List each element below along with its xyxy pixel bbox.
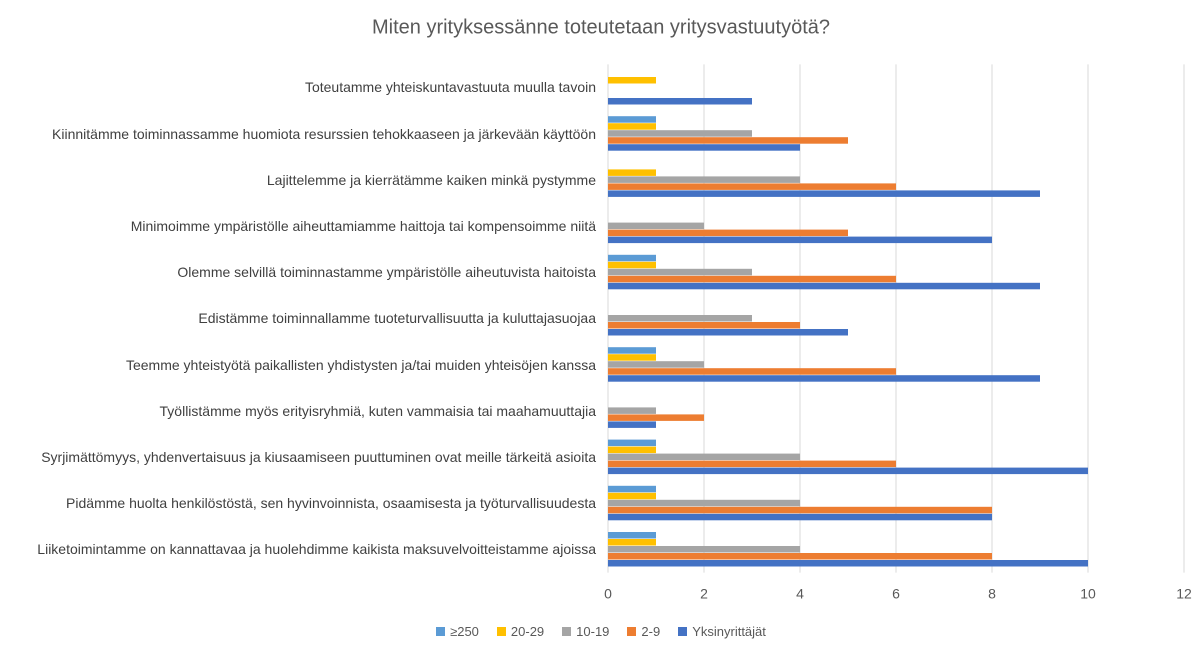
bar bbox=[608, 499, 800, 507]
category-label-box: Edistämme toiminnallamme tuoteturvallisu… bbox=[0, 295, 596, 341]
legend-label: 10-19 bbox=[576, 624, 610, 639]
bar bbox=[608, 407, 656, 414]
category-label-box: Kiinnitämme toiminnassamme huomiota resu… bbox=[0, 111, 596, 157]
bar bbox=[608, 77, 656, 84]
bar bbox=[608, 322, 800, 329]
bar bbox=[608, 282, 1040, 290]
category-label: Kiinnitämme toiminnassamme huomiota resu… bbox=[52, 125, 596, 142]
bar bbox=[608, 414, 704, 421]
bar bbox=[608, 183, 896, 190]
legend-item: Yksinyrittäjät bbox=[678, 624, 766, 639]
bar bbox=[608, 453, 800, 461]
category-label-box: Olemme selvillä toiminnastamme ympäristö… bbox=[0, 249, 596, 295]
legend-swatch bbox=[496, 627, 506, 636]
legend-label: 20-29 bbox=[510, 624, 545, 639]
category-label: Työllistämme myös erityisryhmiä, kuten v… bbox=[159, 402, 596, 419]
bar bbox=[608, 98, 752, 105]
x-tick-label: 2 bbox=[700, 585, 708, 601]
legend-item: 20-29 bbox=[496, 624, 545, 639]
x-tick-label: 4 bbox=[796, 585, 804, 601]
bar bbox=[608, 261, 656, 269]
category-label: Edistämme toiminnallamme tuoteturvallisu… bbox=[198, 310, 596, 327]
bar bbox=[608, 368, 896, 375]
category-label-box: Työllistämme myös erityisryhmiä, kuten v… bbox=[0, 388, 596, 434]
bar bbox=[608, 506, 992, 514]
category-label: Syrjimättömyys, yhdenvertaisuus ja kiusa… bbox=[41, 449, 596, 466]
bar bbox=[608, 513, 992, 521]
bar bbox=[608, 116, 656, 123]
bar bbox=[608, 123, 656, 130]
bar bbox=[608, 190, 1040, 197]
x-tick-label: 8 bbox=[988, 585, 996, 601]
category-label-box: Minimoimme ympäristölle aiheuttamiamme h… bbox=[0, 203, 596, 249]
bar bbox=[608, 446, 656, 454]
bar bbox=[608, 236, 992, 244]
bar bbox=[608, 532, 656, 539]
legend-label: 2-9 bbox=[641, 624, 661, 639]
category-label-box: Teemme yhteistyötä paikallisten yhdistys… bbox=[0, 342, 596, 388]
legend-swatch bbox=[436, 627, 446, 636]
bar bbox=[608, 169, 656, 176]
category-label-box: Pidämme huolta henkilöstöstä, sen hyvinv… bbox=[0, 480, 596, 526]
legend-swatch bbox=[627, 627, 637, 636]
bar bbox=[608, 546, 800, 553]
category-label: Toteutamme yhteiskuntavastuuta muulla ta… bbox=[304, 79, 596, 96]
bar bbox=[608, 254, 656, 262]
chart-title: Miten yrityksessänne toteutetaan yritysv… bbox=[372, 16, 830, 38]
bar bbox=[608, 460, 896, 468]
bar bbox=[608, 329, 848, 336]
bar bbox=[608, 492, 656, 500]
x-tick-label: 6 bbox=[892, 585, 900, 601]
bar bbox=[608, 439, 656, 447]
bar bbox=[608, 421, 656, 428]
x-tick-label: 12 bbox=[1176, 585, 1192, 601]
category-label-box: Lajittelemme ja kierrätämme kaiken minkä… bbox=[0, 157, 596, 203]
bar bbox=[608, 130, 752, 137]
category-label: Liiketoimintamme on kannattavaa ja huole… bbox=[37, 541, 596, 558]
bar bbox=[608, 485, 656, 493]
bar bbox=[608, 553, 992, 560]
bar bbox=[608, 144, 800, 151]
category-label-box: Toteutamme yhteiskuntavastuuta muulla ta… bbox=[0, 64, 596, 110]
bar bbox=[608, 315, 752, 322]
category-label: Olemme selvillä toiminnastamme ympäristö… bbox=[177, 264, 596, 281]
bar bbox=[608, 560, 1088, 567]
category-label-box: Liiketoimintamme on kannattavaa ja huole… bbox=[0, 526, 596, 572]
legend-item: 10-19 bbox=[562, 624, 609, 639]
category-label-box: Syrjimättömyys, yhdenvertaisuus ja kiusa… bbox=[0, 434, 596, 480]
bar bbox=[608, 347, 656, 354]
legend-label: Yksinyrittäjät bbox=[692, 624, 766, 639]
category-label: Minimoimme ympäristölle aiheuttamiamme h… bbox=[130, 218, 596, 235]
bar bbox=[608, 176, 800, 183]
bar bbox=[608, 467, 1088, 475]
legend-item: 2-9 bbox=[627, 624, 660, 639]
bar bbox=[608, 375, 1040, 382]
bar bbox=[608, 361, 704, 368]
x-tick-label: 10 bbox=[1080, 585, 1096, 601]
legend-swatch bbox=[678, 627, 688, 636]
x-tick-label: 0 bbox=[604, 585, 612, 601]
bar bbox=[608, 539, 656, 546]
bar bbox=[608, 137, 848, 144]
legend-swatch bbox=[562, 627, 572, 636]
bar bbox=[608, 275, 896, 283]
legend: ≥250 20-29 10-19 2-9 Yksinyrittäjät bbox=[0, 624, 1202, 639]
category-label: Teemme yhteistyötä paikallisten yhdistys… bbox=[125, 356, 596, 373]
bar bbox=[608, 229, 848, 237]
bar bbox=[608, 354, 656, 361]
bar bbox=[608, 268, 752, 276]
legend-label: ≥250 bbox=[450, 624, 479, 639]
category-label: Lajittelemme ja kierrätämme kaiken minkä… bbox=[266, 171, 596, 188]
legend-item: ≥250 bbox=[436, 624, 479, 639]
bar bbox=[608, 222, 704, 230]
category-label: Pidämme huolta henkilöstöstä, sen hyvinv… bbox=[66, 495, 596, 512]
